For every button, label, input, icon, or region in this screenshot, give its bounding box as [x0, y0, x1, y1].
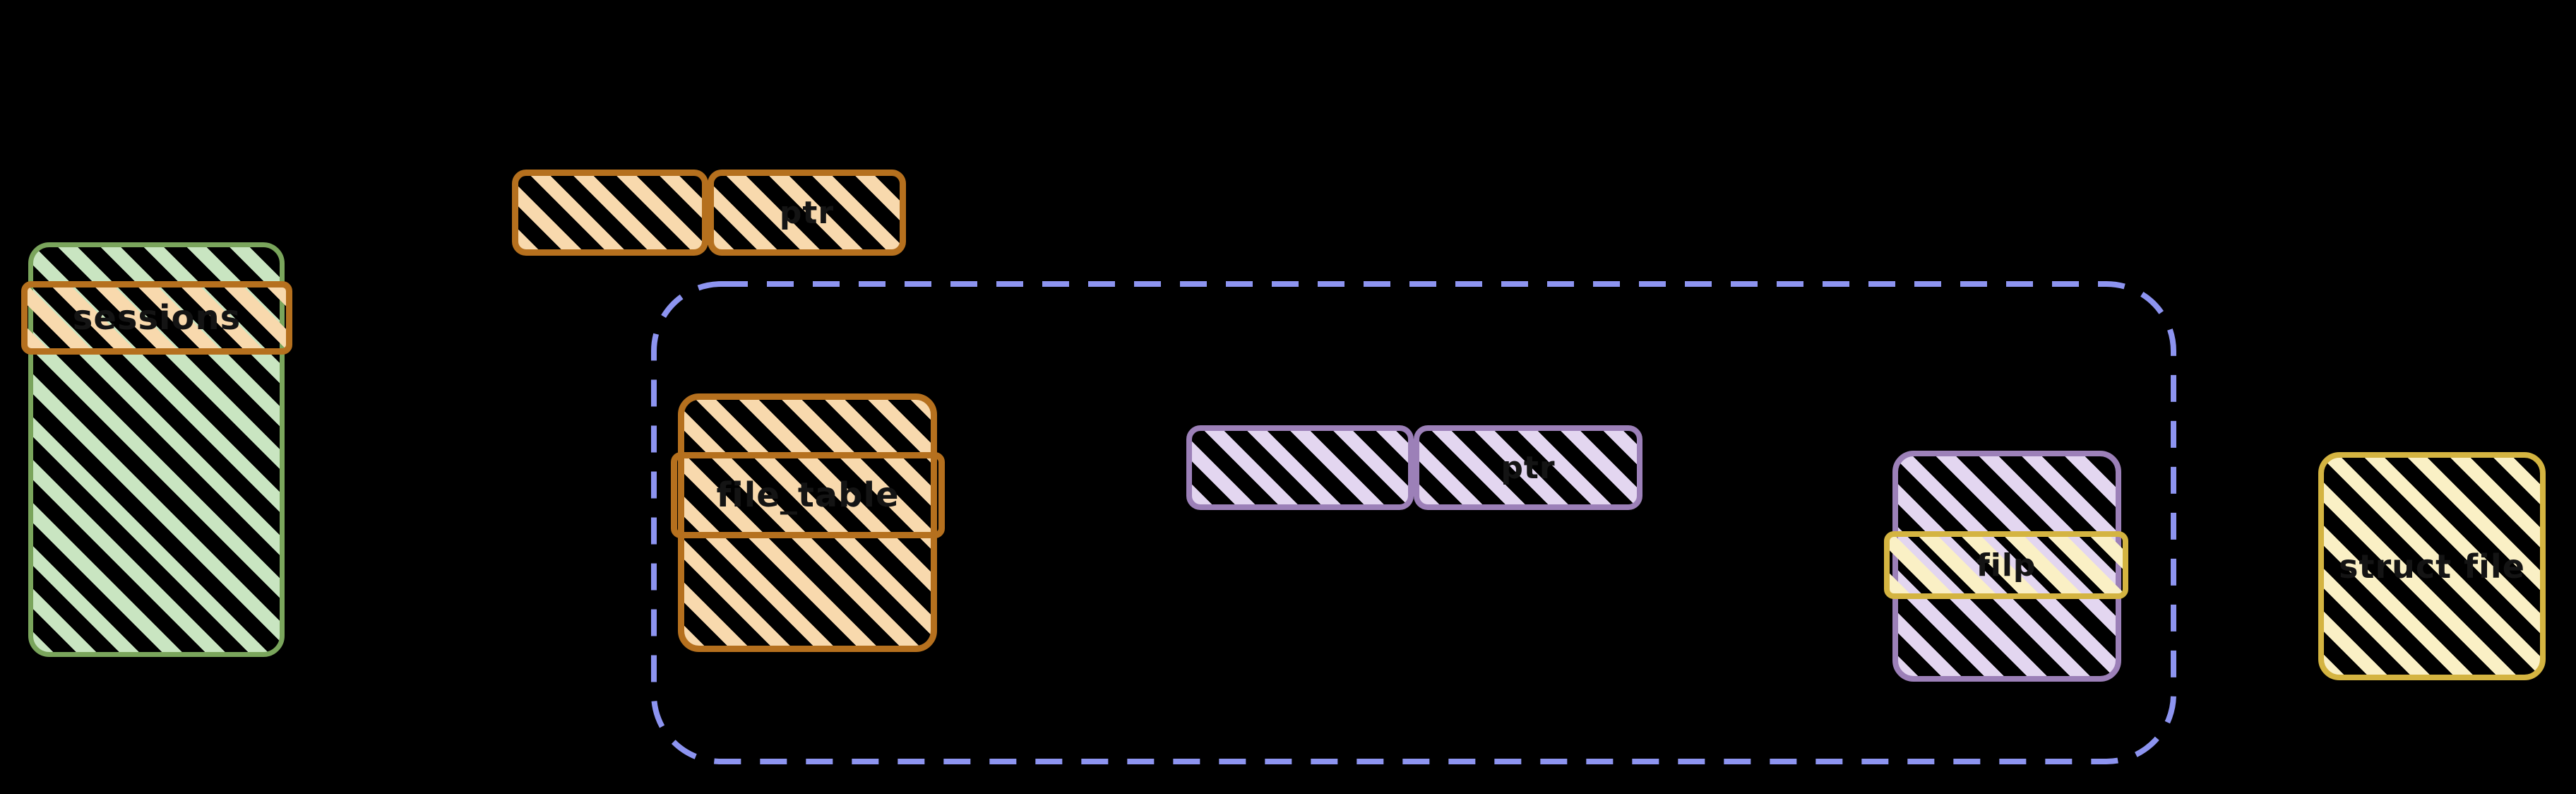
filp-label: filp [1976, 547, 2037, 583]
file-table-label: file_table [716, 475, 900, 515]
file-table-band: file_table [671, 452, 945, 538]
fd-cell [512, 170, 708, 256]
fd-ptr-label: ptr [779, 194, 835, 231]
sessions-label: sessions [72, 298, 242, 338]
file-table-box [678, 393, 937, 652]
sessions-header-band: sessions [21, 281, 292, 355]
entry-ptr-label: ptr [1501, 449, 1556, 486]
fd-ptr-cell: ptr [708, 170, 906, 256]
entry-cell [1186, 425, 1414, 510]
filp-band: filp [1884, 531, 2128, 599]
struct-file-box: struct file [2318, 452, 2546, 680]
entry-ptr-cell: ptr [1414, 425, 1642, 510]
struct-file-label: struct file [2339, 547, 2525, 586]
